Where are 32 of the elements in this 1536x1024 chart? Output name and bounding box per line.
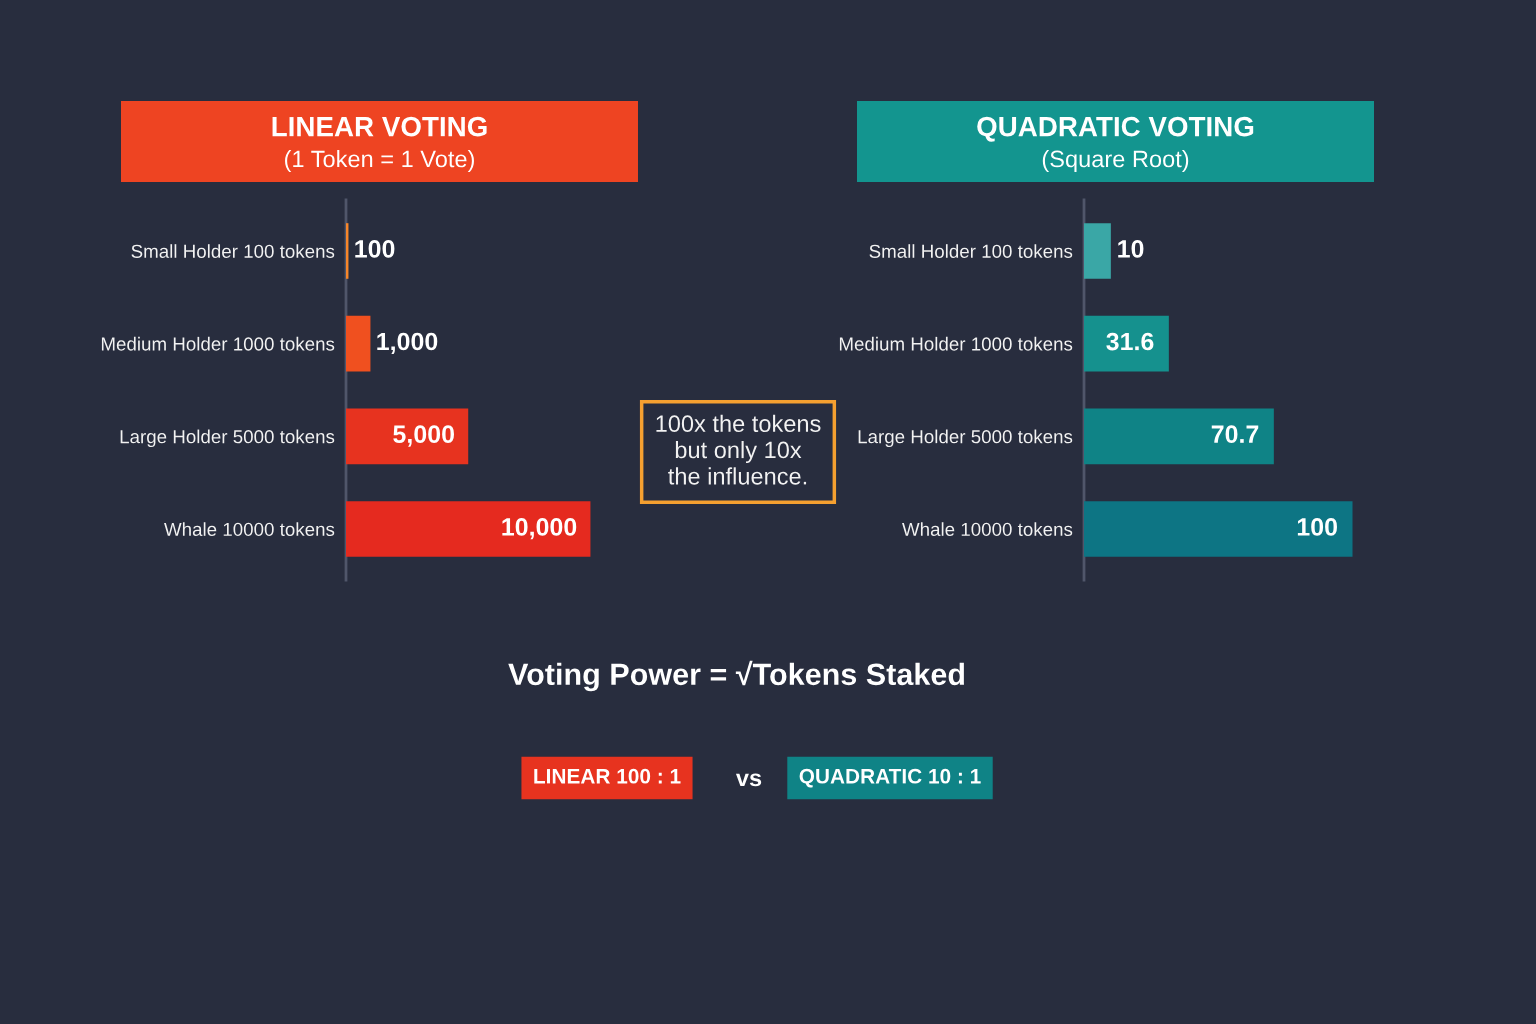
data-label: 70.7 <box>1211 425 1259 444</box>
y-tick-label: Small Holder 100 tokens <box>869 244 1073 258</box>
data-label: 31.6 <box>1106 332 1154 351</box>
text: 100x the tokens but only 10x the influence. <box>656 414 821 485</box>
y-tick-label: Medium Holder 1000 tokens <box>839 336 1073 351</box>
data-label: 5,000 <box>393 425 454 447</box>
chart-title: QUADRATIC VOTING <box>977 116 1254 142</box>
bar <box>346 315 371 372</box>
data-label: 1,000 <box>377 332 438 354</box>
y-tick-label: Whale 10000 tokens <box>902 522 1073 536</box>
bar <box>346 408 469 465</box>
text: LINEAR 100 : 1 <box>534 768 681 784</box>
text: Voting Power = √Tokens Staked <box>508 660 964 692</box>
data-label: 10,000 <box>502 518 577 540</box>
data-label: 100 <box>1297 518 1337 536</box>
bar <box>1084 315 1169 372</box>
data-label: 100 <box>355 239 395 258</box>
y-tick-label: Large Holder 5000 tokens <box>120 429 335 448</box>
y-tick-label: Large Holder 5000 tokens <box>858 429 1073 448</box>
bar <box>1084 223 1111 279</box>
bar <box>346 501 591 557</box>
text: vs <box>735 773 762 787</box>
data-label: 10 <box>1118 239 1144 258</box>
bar <box>1084 408 1274 465</box>
y-tick-label: Medium Holder 1000 tokens <box>101 336 335 351</box>
chart-subtitle: (Square Root) <box>1042 150 1189 172</box>
chart-title: LINEAR VOTING <box>272 116 487 137</box>
chart-subtitle: (1 Token = 1 Vote) <box>285 150 474 172</box>
bar <box>1084 501 1353 557</box>
y-tick-label: Small Holder 100 tokens <box>131 244 335 258</box>
y-tick-label: Whale 10000 tokens <box>164 522 335 536</box>
text: QUADRATIC 10 : 1 <box>799 768 981 788</box>
